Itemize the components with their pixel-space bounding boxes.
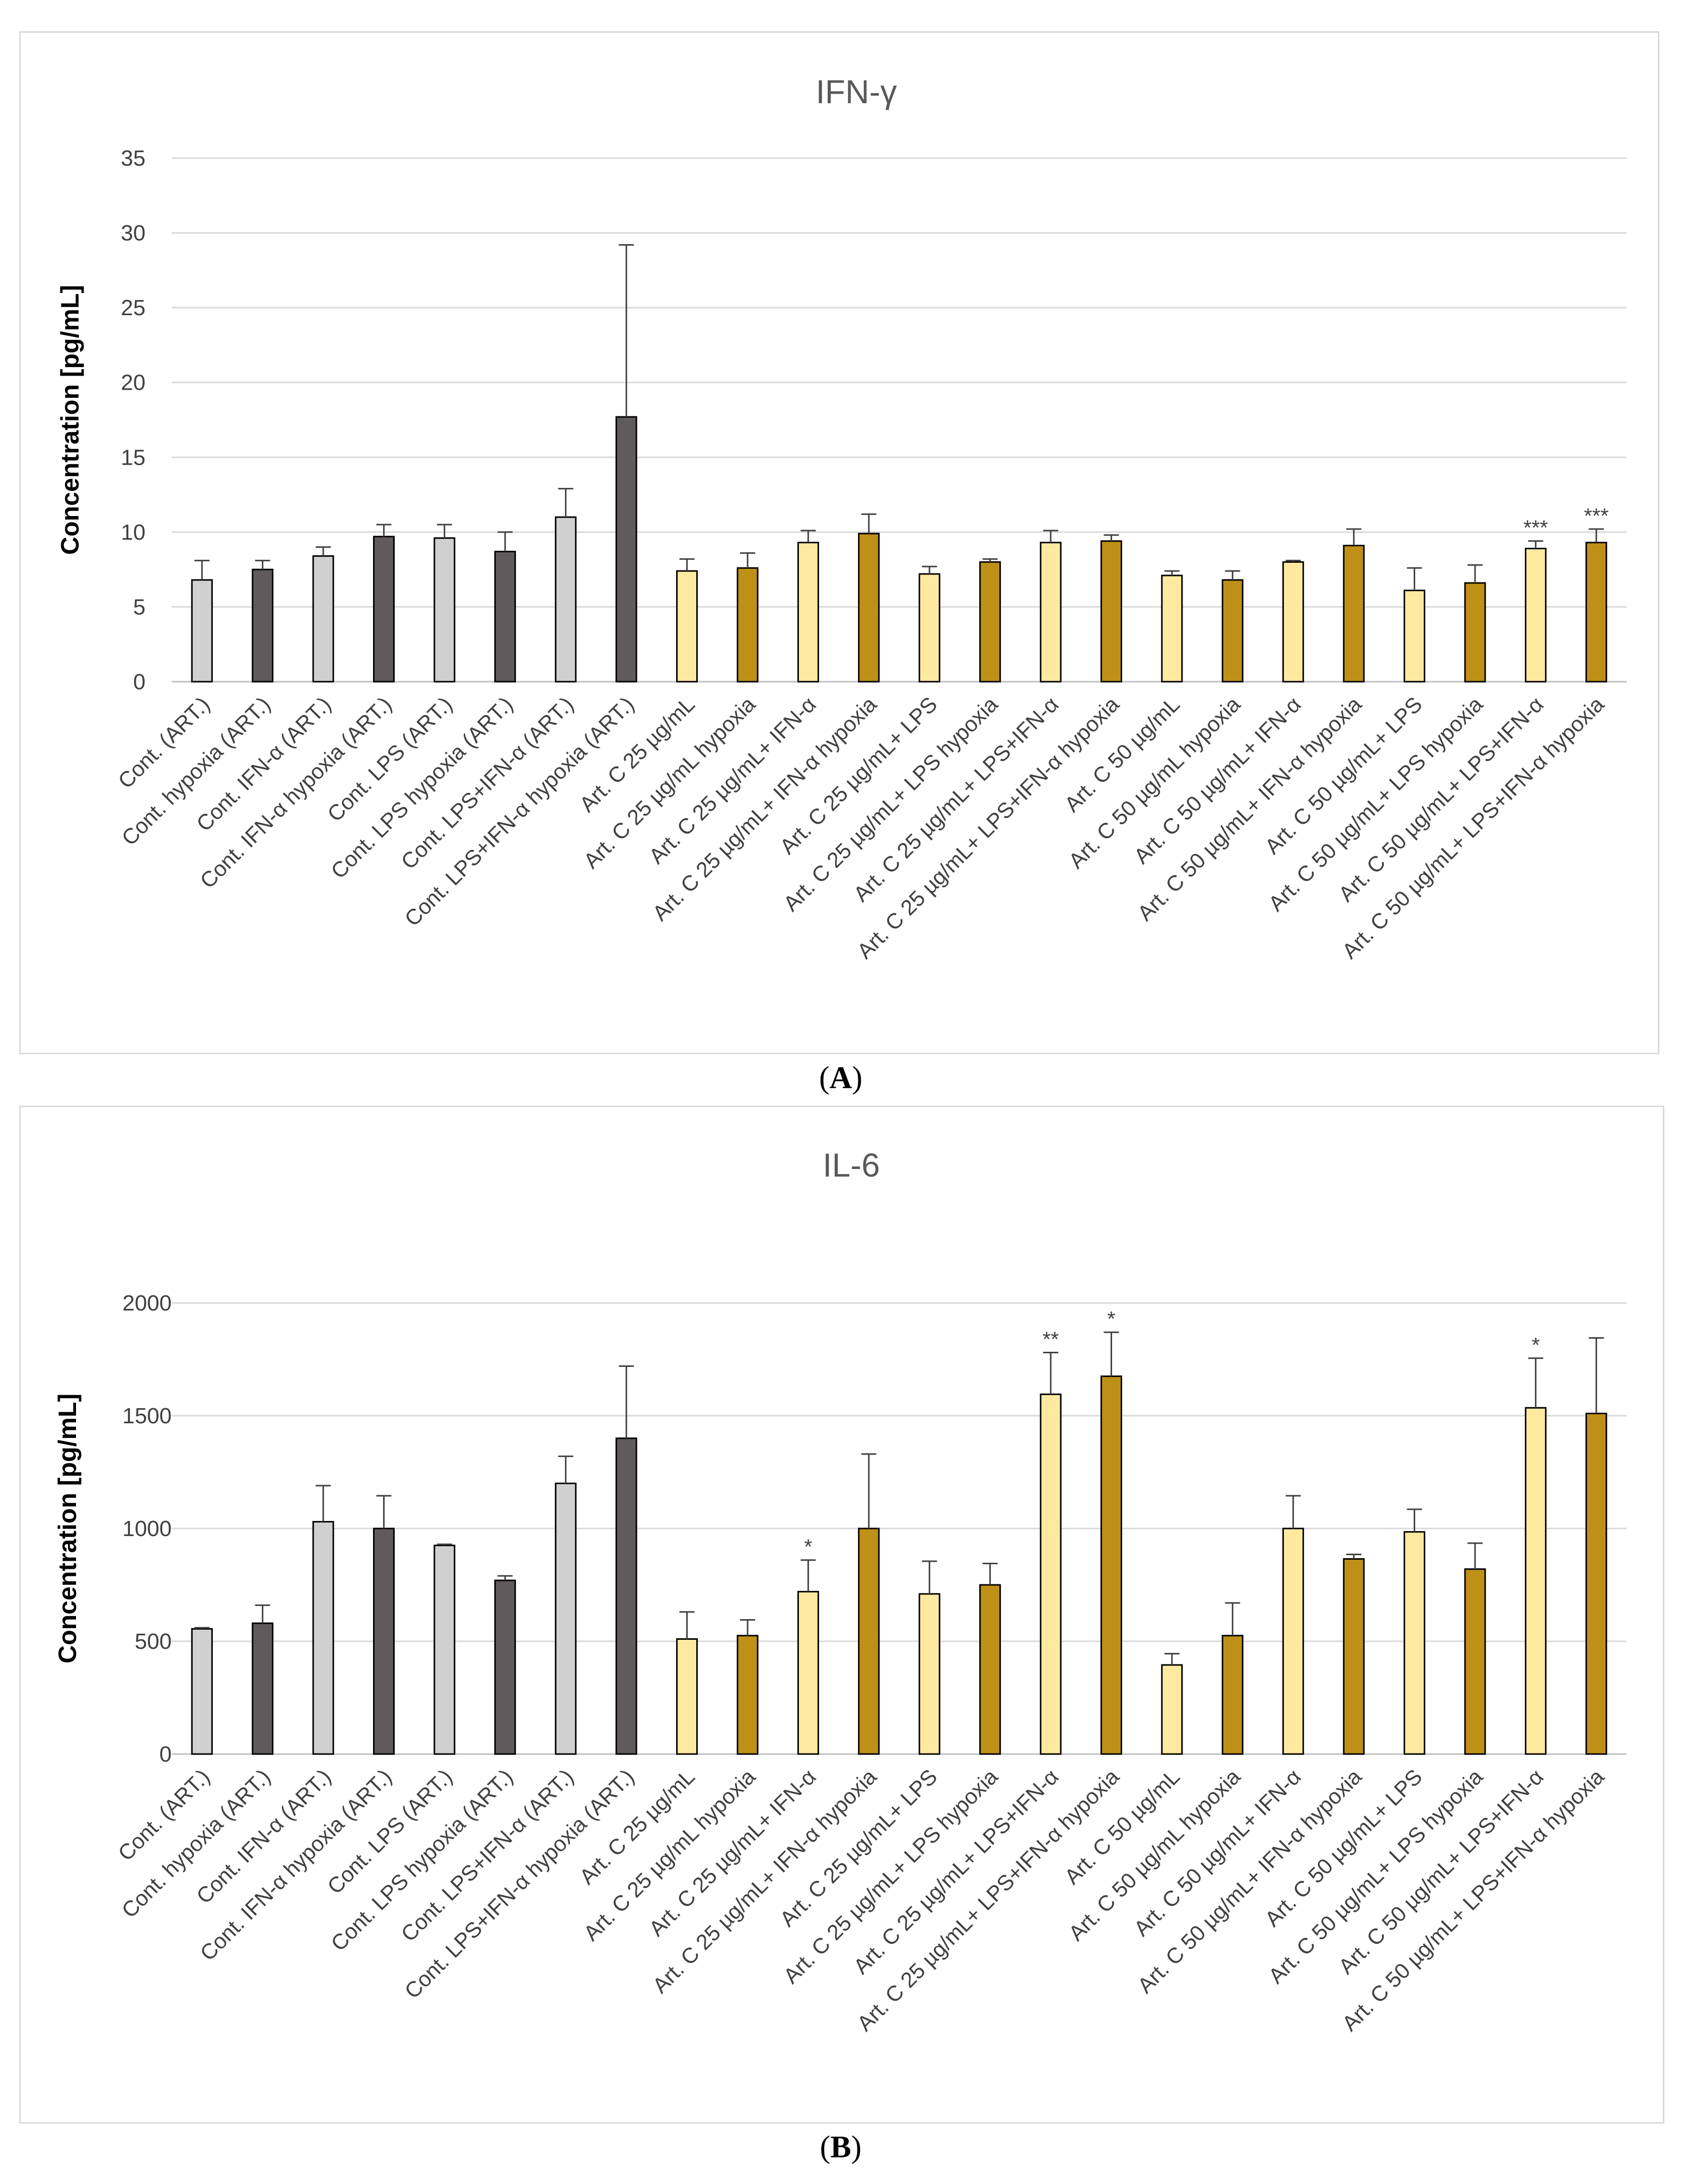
bar xyxy=(797,542,819,683)
panel-label-b: (B) xyxy=(820,2130,862,2164)
bar xyxy=(1221,1635,1243,1755)
bar xyxy=(1161,1664,1183,1755)
y-axis-label: Concentration [pg/mL] xyxy=(56,285,84,555)
significance-mark: * xyxy=(1531,1333,1540,1357)
bar xyxy=(1100,1375,1122,1755)
y-tick-label: 15 xyxy=(121,445,145,470)
bar xyxy=(1585,1413,1607,1755)
x-tick-label: Art. C 25 µg/mL+ IFN-α hypoxia xyxy=(648,692,882,926)
bar xyxy=(1040,1393,1062,1755)
bar xyxy=(1524,548,1547,683)
bar xyxy=(555,1482,577,1755)
bar xyxy=(373,536,395,683)
chart-title: IFN-γ xyxy=(816,73,897,110)
bar xyxy=(373,1527,395,1755)
bar xyxy=(737,567,759,683)
y-tick-label: 30 xyxy=(121,221,145,246)
significance-mark: *** xyxy=(1523,516,1548,540)
bar xyxy=(252,568,274,683)
significance-mark: * xyxy=(804,1535,812,1559)
bar xyxy=(918,573,940,683)
significance-mark: *** xyxy=(1584,504,1608,528)
bar xyxy=(1464,582,1486,683)
bar xyxy=(433,1545,456,1755)
y-tick-label: 500 xyxy=(135,1629,172,1654)
bar xyxy=(1343,545,1365,683)
chart-b-svg: IL-6 0 500 1000 1500 2000 Concentration [pg/mL… xyxy=(53,1146,1627,2036)
bar xyxy=(615,1437,637,1755)
bar xyxy=(191,579,213,683)
bar xyxy=(858,1527,880,1755)
bar xyxy=(433,537,456,683)
y-tick-label: 10 xyxy=(121,520,145,545)
y-tick-label: 5 xyxy=(133,595,145,619)
bar xyxy=(312,555,334,683)
significance-mark: ** xyxy=(1043,1328,1059,1351)
bar xyxy=(1040,542,1062,683)
bar xyxy=(1524,1407,1547,1755)
y-tick-label: 1500 xyxy=(122,1404,172,1428)
y-tick-label: 20 xyxy=(121,371,145,395)
bar xyxy=(676,1638,698,1755)
bar xyxy=(312,1521,334,1755)
x-tick-label: Art. C 25 µg/mL+ IFN-α hypoxia xyxy=(648,1765,882,1998)
bar xyxy=(737,1635,759,1755)
bar xyxy=(676,570,698,683)
panel-label-a: (A) xyxy=(819,1061,863,1095)
bar xyxy=(1585,542,1607,683)
y-tick-label: 35 xyxy=(121,146,145,171)
bar xyxy=(1100,540,1122,683)
bar xyxy=(797,1590,819,1755)
bar xyxy=(191,1628,213,1755)
bar xyxy=(494,550,516,683)
bar xyxy=(1343,1558,1365,1755)
y-tick-label: 2000 xyxy=(122,1291,172,1316)
significance-mark: * xyxy=(1107,1307,1115,1331)
bar xyxy=(918,1593,940,1755)
chart-title: IL-6 xyxy=(823,1146,880,1184)
bar xyxy=(1464,1568,1486,1755)
bar xyxy=(1404,590,1426,683)
x-tick-label: Art. C 50 µg/mL+ IFN-α hypoxia xyxy=(1133,692,1367,926)
y-tick-label: 1000 xyxy=(122,1516,172,1541)
x-tick-label: Art. C 50 µg/mL+ IFN-α hypoxia xyxy=(1133,1765,1367,1998)
bar xyxy=(555,516,577,683)
bar xyxy=(1161,574,1183,683)
bar xyxy=(252,1622,274,1755)
bar xyxy=(858,533,880,683)
bar xyxy=(979,1584,1001,1755)
y-tick-label: 0 xyxy=(133,670,145,694)
bar xyxy=(615,416,637,683)
chart-panel-a: IFN-γ 0 5 10 15 20 25 30 35 Concentration [pg/mL]… xyxy=(19,31,1659,1054)
chart-a-svg: IFN-γ 0 5 10 15 20 25 30 35 Concentration [pg/mL]… xyxy=(56,73,1627,964)
bar xyxy=(1282,1527,1304,1755)
bar xyxy=(494,1579,516,1755)
bar xyxy=(1282,561,1304,683)
bar xyxy=(979,561,1001,683)
chart-panel-b: IL-6 0 500 1000 1500 2000 Concentration [pg/mL… xyxy=(19,1106,1664,2124)
bar xyxy=(1221,579,1243,683)
y-tick-label: 0 xyxy=(160,1742,172,1767)
bar xyxy=(1404,1531,1426,1755)
y-axis-label: Concentration [pg/mL] xyxy=(53,1394,82,1663)
y-tick-label: 25 xyxy=(121,296,145,320)
